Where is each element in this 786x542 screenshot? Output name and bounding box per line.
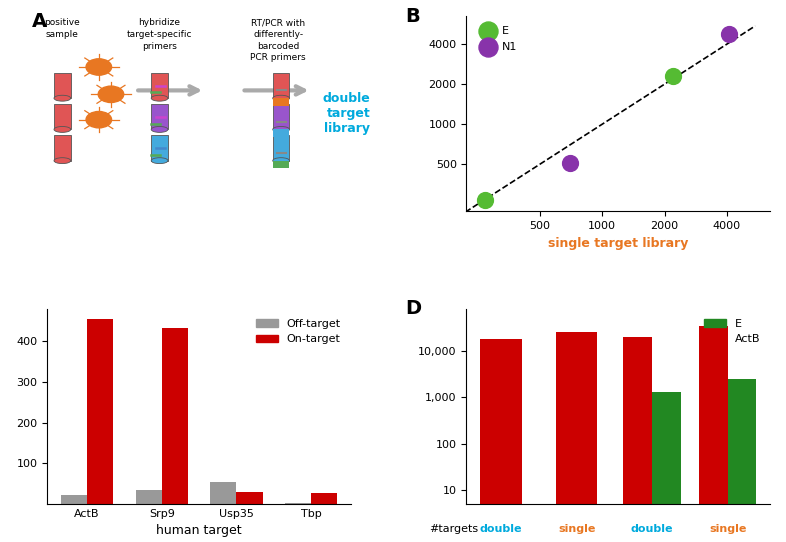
Bar [480,339,522,542]
Bar [61,495,87,504]
Bar [285,503,311,504]
Text: RT/PCR with: RT/PCR with [251,18,305,27]
Text: sample: sample [46,30,79,39]
Bar [699,326,728,542]
Bar [273,160,289,169]
Circle shape [86,112,112,128]
Text: hybridize: hybridize [138,18,181,27]
E [479,195,491,204]
Bar [273,73,289,98]
Bar [273,98,289,106]
Text: differently-: differently- [253,30,303,39]
Text: B: B [406,7,421,25]
E [667,72,679,80]
Y-axis label: double
target
library: double target library [322,92,370,136]
Bar [273,136,289,160]
Bar [54,73,71,98]
Text: double: double [631,524,674,533]
Bar [311,493,337,504]
Bar [623,337,652,542]
Bar [273,130,289,137]
Text: PCR primers: PCR primers [250,53,306,62]
Text: A: A [32,12,47,31]
X-axis label: single target library: single target library [548,237,689,250]
Circle shape [98,86,123,102]
Bar [151,104,168,130]
Bar [162,328,188,504]
Legend: E, ActB: E, ActB [700,314,765,349]
Text: primers: primers [142,42,177,50]
Ellipse shape [273,95,289,101]
Ellipse shape [54,158,71,164]
Bar [136,490,162,504]
Ellipse shape [54,95,71,101]
Bar [54,104,71,130]
Text: single: single [709,524,747,533]
Bar [728,379,756,542]
Ellipse shape [273,126,289,132]
Text: double: double [479,524,522,533]
Legend: E, N1: E, N1 [472,22,522,56]
Bar [273,104,289,130]
X-axis label: human target: human target [156,525,242,538]
N1 [722,29,735,38]
Text: single: single [558,524,595,533]
Bar [652,392,681,542]
Text: barcoded: barcoded [257,42,299,50]
Ellipse shape [151,158,168,164]
Ellipse shape [151,126,168,132]
Text: #targets: #targets [430,524,479,533]
Text: target-specific: target-specific [127,30,193,39]
Bar [237,492,263,504]
Bar [151,136,168,160]
Ellipse shape [151,95,168,101]
Text: D: D [406,299,422,318]
Circle shape [86,59,112,75]
Bar [87,319,113,504]
Text: positive: positive [45,18,80,27]
Ellipse shape [273,158,289,164]
Bar [211,482,237,504]
N1 [564,159,577,167]
Bar [556,332,597,542]
Bar [54,136,71,160]
Legend: Off-target, On-target: Off-target, On-target [252,314,345,349]
Bar [151,73,168,98]
Ellipse shape [54,126,71,132]
